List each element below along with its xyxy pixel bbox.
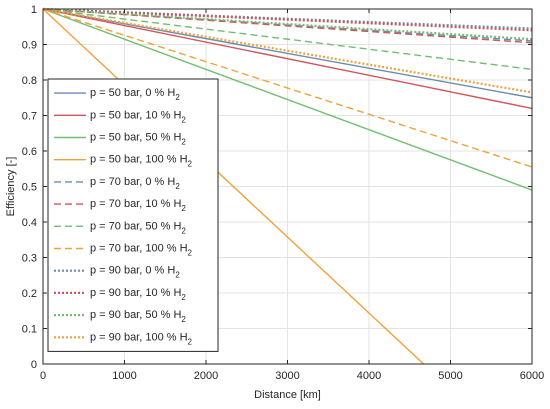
legend-label-1: p = 50 bar, 0 % H2 xyxy=(90,87,180,102)
series-line-2 xyxy=(42,8,533,110)
y-tick-label: 1 xyxy=(31,4,37,16)
legend-label-3: p = 50 bar, 50 % H2 xyxy=(90,132,186,147)
series-line-11 xyxy=(42,7,533,41)
legend-label-11: p = 90 bar, 50 % H2 xyxy=(90,309,186,324)
plot-frame xyxy=(42,8,533,365)
series-line-12 xyxy=(42,7,533,94)
tick-labels: 0 1000 2000 3000 4000 5000 6000 0 0.1 0.2 0.3 0.4 0.… xyxy=(22,4,545,382)
y-tick-label: 0.4 xyxy=(22,217,37,229)
legend-label-2: p = 50 bar, 10 % H2 xyxy=(90,109,186,124)
y-tick-label: 0 xyxy=(31,359,37,371)
y-tick-label: 0.5 xyxy=(22,182,37,194)
x-tick-label: 4000 xyxy=(357,370,381,382)
legend-label-4: p = 50 bar, 100 % H2 xyxy=(90,154,193,169)
legend-label-7: p = 70 bar, 50 % H2 xyxy=(90,220,186,235)
y-tick-label: 0.2 xyxy=(22,288,37,300)
x-tick-label: 3000 xyxy=(275,370,299,382)
legend-box xyxy=(47,78,219,352)
legend: p = 50 bar, 0 % H2 p = 50 bar, 10 % H2 p =… xyxy=(47,78,219,352)
series-line-1 xyxy=(42,8,533,99)
y-tick-label: 0.1 xyxy=(22,324,37,336)
x-tick-label: 5000 xyxy=(438,370,462,382)
x-axis-label: Distance [km] xyxy=(254,389,321,401)
axes xyxy=(42,8,533,365)
series-line-4 xyxy=(42,8,425,365)
series-line-8 xyxy=(42,8,533,168)
legend-label-8: p = 70 bar, 100 % H2 xyxy=(90,243,193,258)
legend-label-12: p = 90 bar, 100 % H2 xyxy=(90,331,193,346)
legend-label-10: p = 90 bar, 10 % H2 xyxy=(90,287,186,302)
legend-label-5: p = 70 bar, 0 % H2 xyxy=(90,176,180,191)
y-tick-label: 0.8 xyxy=(22,75,37,87)
y-tick-label: 0.3 xyxy=(22,253,37,265)
series-line-3 xyxy=(42,8,533,191)
series-lines xyxy=(42,7,533,365)
y-tick-label: 0.6 xyxy=(22,146,37,158)
x-tick-label: 6000 xyxy=(520,370,544,382)
series-line-7 xyxy=(42,8,533,71)
legend-label-9: p = 90 bar, 0 % H2 xyxy=(90,265,180,280)
legend-label-6: p = 70 bar, 10 % H2 xyxy=(90,198,186,213)
x-tick-label: 1000 xyxy=(112,370,136,382)
y-tick-label: 0.7 xyxy=(22,111,37,123)
y-tick-label: 0.9 xyxy=(22,40,37,52)
x-tick-label: 2000 xyxy=(194,370,218,382)
y-axis-label: Efficiency [-] xyxy=(5,157,17,217)
x-tick-label: 0 xyxy=(40,370,46,382)
